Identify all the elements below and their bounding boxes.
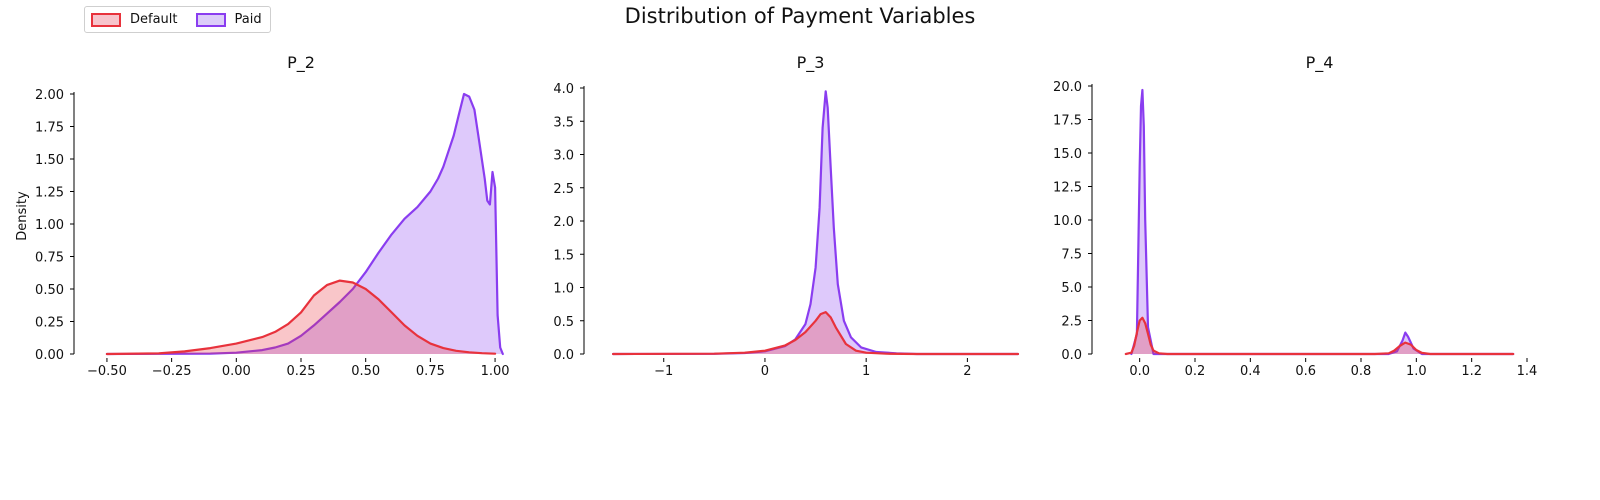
x-tick-label: 1.4 — [1517, 364, 1538, 379]
series-area-default — [106, 280, 496, 354]
y-tick-label: 1.00 — [35, 218, 64, 233]
panel-title: P_3 — [797, 53, 825, 73]
x-tick-label: 2 — [963, 364, 971, 379]
x-tick-label: 0.50 — [351, 364, 380, 379]
x-tick-label: 0.2 — [1185, 364, 1206, 379]
y-tick-label: 0.00 — [35, 348, 64, 363]
legend-swatch-paid — [195, 12, 226, 27]
x-tick-label: −1 — [654, 364, 673, 379]
x-tick-label: 0.4 — [1240, 364, 1261, 379]
x-tick-label: 0 — [761, 364, 769, 379]
x-tick-label: 1.2 — [1461, 364, 1482, 379]
series-line-paid — [105, 92, 504, 356]
y-tick-label: 0.0 — [1061, 348, 1082, 363]
series-line-default — [105, 279, 497, 356]
series-area-paid — [1131, 90, 1514, 354]
y-tick-label: 1.25 — [35, 186, 64, 201]
y-tick-label: 0.0 — [553, 348, 574, 363]
x-tick-label: 0.25 — [287, 364, 316, 379]
series-line-default — [1124, 316, 1515, 356]
y-tick-label: 4.0 — [553, 82, 574, 97]
y-axis-label: Density — [15, 191, 30, 241]
legend-item-default: Default — [91, 12, 178, 27]
series-area-paid — [613, 91, 1018, 355]
y-tick-label: 20.0 — [1053, 80, 1082, 95]
y-tick-label: 0.50 — [35, 283, 64, 298]
y-tick-label: 2.0 — [553, 215, 574, 230]
legend-item-paid: Paid — [195, 12, 262, 27]
legend-label-paid: Paid — [234, 12, 262, 27]
series-area-default — [613, 312, 1018, 354]
y-tick-label: 2.5 — [553, 182, 574, 197]
y-tick-label: 0.5 — [553, 315, 574, 330]
x-tick-label: −0.50 — [87, 364, 127, 379]
chart-panel-p_4: P_4 0.0 2.5 5.0 7.5 10.0 12.5 15.0 17.5 20.0 0.0 0.… — [1053, 53, 1537, 379]
y-tick-label: 10.0 — [1053, 214, 1082, 229]
x-tick-label: 0.75 — [416, 364, 445, 379]
x-tick-label: 1.0 — [1406, 364, 1427, 379]
series-line-default — [612, 311, 1020, 356]
x-tick-label: 1.00 — [481, 364, 510, 379]
legend-swatch-default — [91, 12, 121, 27]
series-area-default — [1125, 317, 1514, 354]
y-tick-label: 2.5 — [1061, 315, 1082, 330]
chart-panel-p_3: P_3 0.0 0.5 1.0 1.5 2.0 2.5 3.0 3.5 4.0 −1 0 1 2 — [553, 53, 1020, 379]
panel-title: P_4 — [1306, 53, 1334, 73]
figure-title: Distribution of Payment Variables — [624, 4, 976, 28]
y-tick-label: 12.5 — [1053, 181, 1082, 196]
x-tick-label: 0.0 — [1129, 364, 1150, 379]
legend: Default Paid — [84, 6, 271, 33]
y-tick-label: 17.5 — [1053, 114, 1082, 129]
x-tick-label: −0.25 — [152, 364, 192, 379]
x-tick-label: 0.8 — [1351, 364, 1372, 379]
y-tick-label: 3.0 — [553, 149, 574, 164]
legend-label-default: Default — [130, 12, 178, 27]
y-tick-label: 0.75 — [35, 251, 64, 266]
x-tick-label: 0.00 — [222, 364, 251, 379]
y-tick-label: 2.00 — [35, 88, 64, 103]
series-area-paid — [106, 94, 503, 354]
x-tick-label: 0.6 — [1295, 364, 1316, 379]
y-tick-label: 1.50 — [35, 153, 64, 168]
y-tick-label: 5.0 — [1061, 281, 1082, 296]
panel-title: P_2 — [287, 53, 315, 73]
y-tick-label: 1.75 — [35, 121, 64, 136]
y-tick-label: 3.5 — [553, 115, 574, 130]
y-tick-label: 1.0 — [553, 282, 574, 297]
chart-panel-p_2: P_2 0.00 0.25 0.50 0.75 1.00 1.25 1.50 1.75 2.00 −… — [15, 53, 510, 379]
y-tick-label: 1.5 — [553, 248, 574, 263]
y-tick-label: 7.5 — [1061, 248, 1082, 263]
x-tick-label: 1 — [862, 364, 870, 379]
y-tick-label: 0.25 — [35, 316, 64, 331]
y-tick-label: 15.0 — [1053, 147, 1082, 162]
series-line-paid — [1130, 88, 1515, 356]
